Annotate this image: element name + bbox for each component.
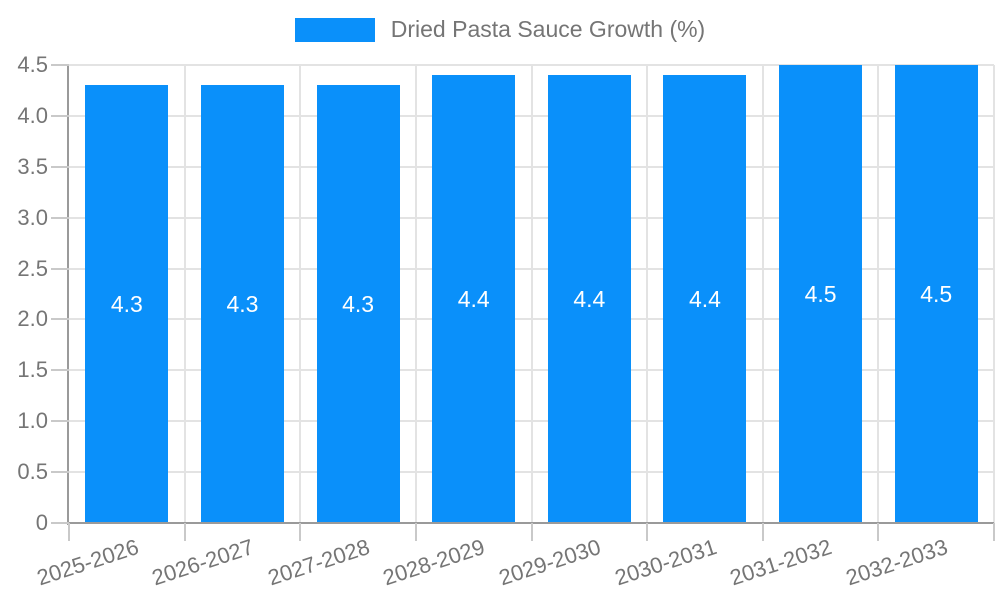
vertical-gridline (299, 65, 302, 523)
bar (663, 75, 747, 523)
y-tick-mark (51, 522, 69, 524)
bar-value-label: 4.5 (804, 281, 837, 307)
y-tick-label: 1.5 (17, 357, 48, 383)
bar (894, 65, 978, 523)
legend-label: Dried Pasta Sauce Growth (%) (390, 16, 706, 42)
legend-swatch-icon (294, 17, 375, 42)
y-tick-label: 0.5 (17, 459, 48, 485)
bar-value-label: 4.4 (457, 286, 490, 313)
bar (547, 75, 631, 523)
x-tick-mark (68, 523, 70, 541)
chart-legend: Dried Pasta Sauce Growth (%) (0, 16, 1000, 43)
y-tick-label: 1.0 (17, 408, 48, 434)
bar-value-label: 4.3 (342, 291, 375, 318)
bar (316, 85, 400, 523)
bar (779, 65, 863, 523)
x-tick-label: 2028-2029 (380, 534, 489, 591)
x-tick-mark (414, 523, 417, 541)
bar-value-label: 4.5 (920, 281, 953, 307)
y-tick-mark (51, 318, 69, 321)
y-tick-label: 0 (35, 510, 48, 535)
plot-area: 4.3 4.3 4.3 4.4 4.4 4.4 4.5 4.5 (69, 64, 995, 523)
x-tick-label: 2030-2031 (611, 534, 720, 591)
x-tick-mark (646, 523, 649, 541)
x-tick-mark (183, 523, 186, 541)
vertical-gridline (761, 65, 764, 523)
vertical-gridline (993, 65, 995, 523)
vertical-gridline (530, 65, 533, 523)
x-tick-label: 2032-2033 (842, 534, 951, 591)
y-tick-label: 4.0 (17, 102, 48, 128)
bar-value-label: 4.4 (573, 286, 606, 313)
x-tick-label: 2027-2028 (264, 534, 373, 591)
bar (200, 85, 284, 523)
y-tick-label: 3.0 (17, 204, 48, 230)
y-tick-mark (51, 64, 69, 66)
bar-value-label: 4.4 (688, 286, 721, 313)
y-tick-mark (51, 165, 69, 168)
bar-value-label: 4.3 (226, 291, 259, 318)
y-tick-mark (51, 216, 69, 219)
y-tick-label: 2.5 (17, 255, 48, 281)
vertical-gridline (414, 65, 417, 523)
y-tick-mark (51, 369, 69, 372)
y-axis-line (67, 65, 69, 525)
x-tick-mark (993, 523, 995, 541)
y-tick-mark (51, 471, 69, 474)
x-tick-label: 2025-2026 (33, 534, 142, 591)
x-tick-mark (530, 523, 533, 541)
vertical-gridline (646, 65, 649, 523)
y-tick-mark (51, 420, 69, 423)
vertical-gridline (877, 65, 880, 523)
y-tick-label: 3.5 (17, 153, 48, 179)
x-tick-label: 2031-2032 (727, 534, 835, 591)
bar (85, 85, 169, 523)
bar-value-label: 4.3 (110, 291, 143, 318)
x-tick-label: 2026-2027 (149, 534, 257, 591)
y-tick-label: 2.0 (17, 306, 48, 332)
x-tick-mark (761, 523, 764, 541)
x-tick-label: 2029-2030 (495, 534, 604, 591)
y-tick-mark (51, 114, 69, 117)
x-tick-mark (299, 523, 302, 541)
y-tick-mark (51, 267, 69, 270)
vertical-gridline (183, 65, 186, 523)
x-tick-mark (877, 523, 880, 541)
bar (432, 75, 516, 523)
y-tick-label: 4.5 (17, 52, 48, 77)
